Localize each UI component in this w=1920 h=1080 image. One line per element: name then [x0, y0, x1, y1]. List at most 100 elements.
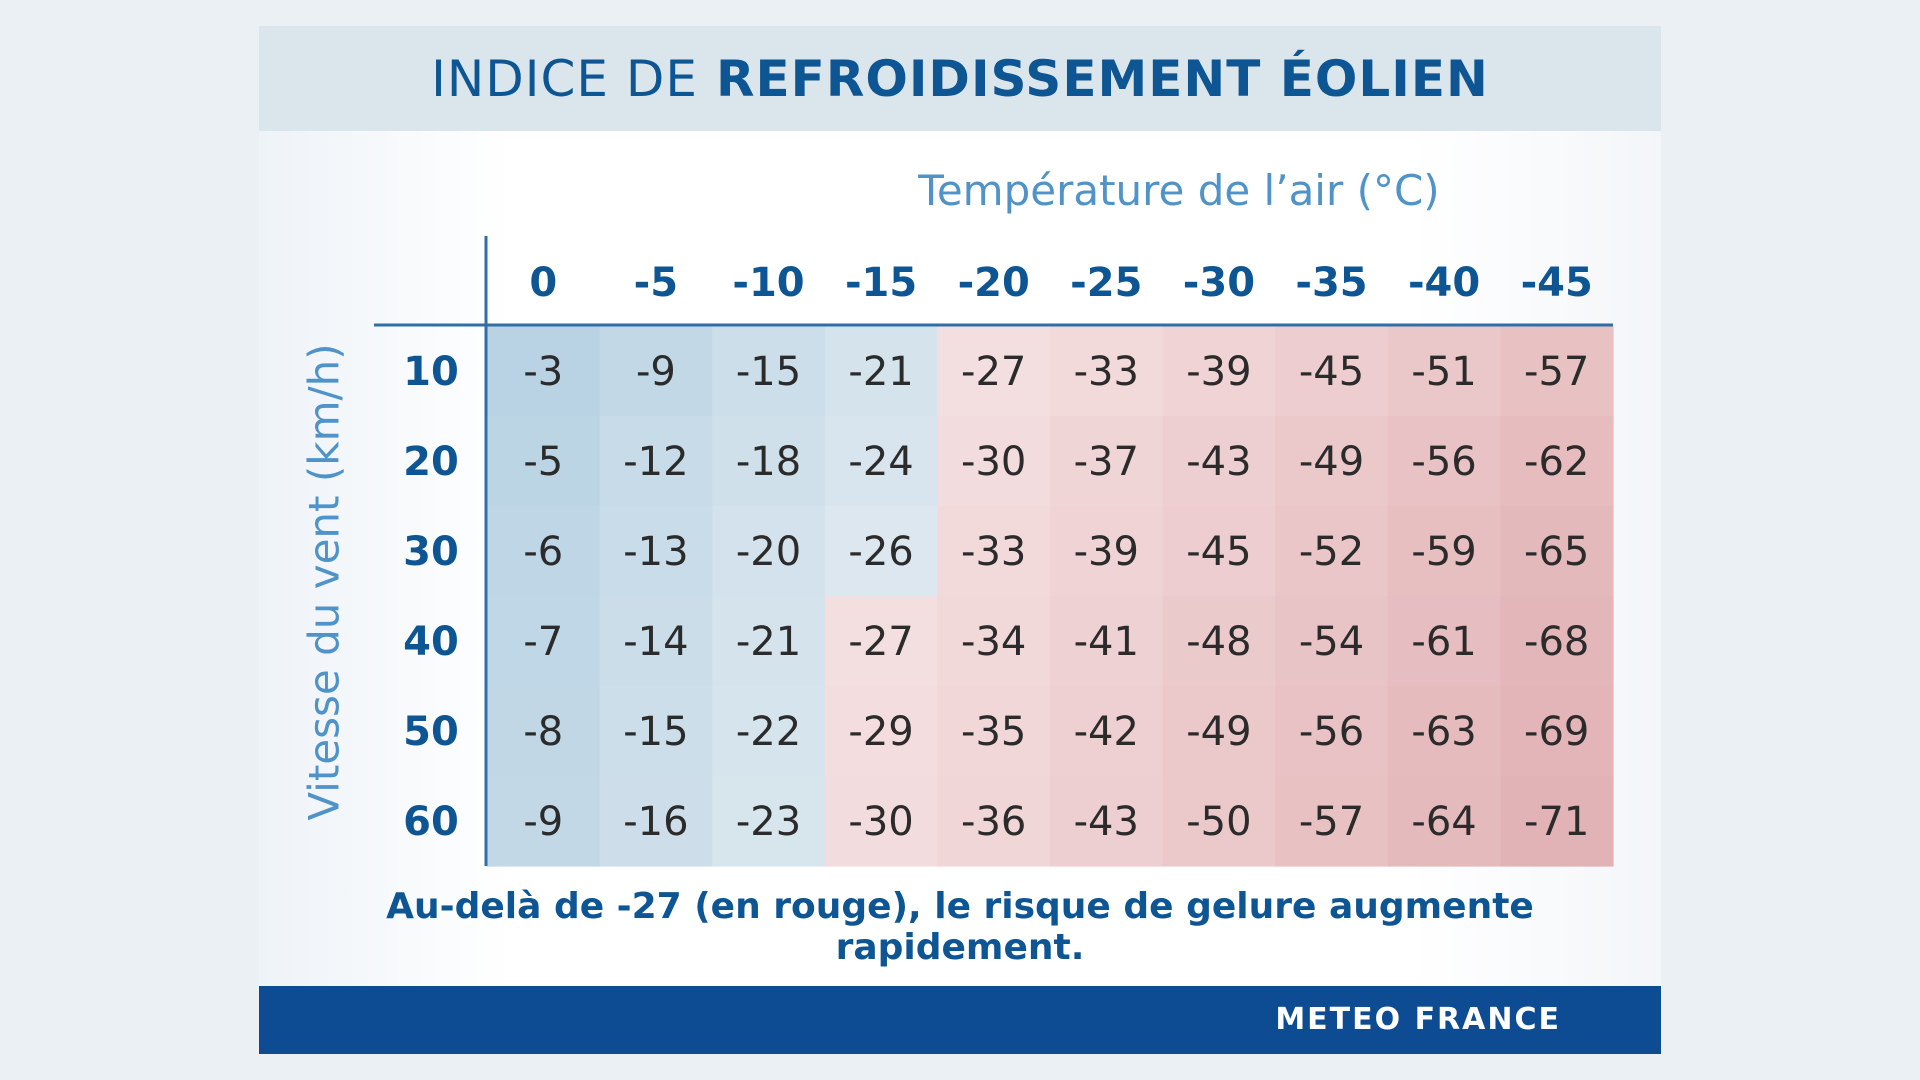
x-axis-title: Température de l’air (°C) [918, 166, 1440, 215]
cell-value-label: -51 [1411, 349, 1476, 395]
cell-value-label: -15 [736, 349, 801, 395]
cell-value-label: -34 [961, 619, 1026, 665]
heatmap-cell [599, 506, 713, 597]
cell-value-label: -9 [636, 349, 676, 395]
heatmap-cell [937, 776, 1051, 867]
x-tick-label: -35 [1295, 260, 1367, 306]
x-tick-label: -10 [732, 260, 804, 306]
x-tick-label: 0 [529, 260, 557, 306]
heatmap-cell [937, 326, 1051, 417]
heatmap-cell [487, 416, 601, 507]
cell-value-label: -52 [1299, 529, 1364, 575]
heatmap-cell [1275, 596, 1389, 687]
y-tick-label: 10 [403, 349, 459, 395]
cell-value-label: -56 [1411, 439, 1476, 485]
heatmap-cell [1050, 686, 1164, 777]
y-tick-label: 40 [403, 619, 459, 665]
heatmap-cell [599, 776, 713, 867]
cell-value-label: -42 [1074, 709, 1139, 755]
heatmap-cell [599, 416, 713, 507]
cell-value-label: -39 [1074, 529, 1139, 575]
heatmap-cell [1050, 326, 1164, 417]
cell-value-label: -30 [848, 799, 913, 845]
x-tick-label: -5 [634, 260, 678, 306]
cell-value-label: -29 [848, 709, 913, 755]
brand-logo: METEO FRANCE [1275, 1002, 1561, 1037]
heatmap-cell [1387, 776, 1501, 867]
heatmap-cell [712, 416, 826, 507]
cell-value-label: -6 [523, 529, 563, 575]
heatmap-cell [1275, 506, 1389, 597]
heatmap-cell [937, 686, 1051, 777]
cell-value-label: -27 [848, 619, 913, 665]
heatmap-cell [712, 776, 826, 867]
heatmap-cell [824, 416, 938, 507]
heatmap-cell [487, 776, 601, 867]
y-tick-label: 50 [403, 709, 459, 755]
heatmap-cell [1387, 686, 1501, 777]
cell-value-label: -15 [623, 709, 688, 755]
cell-value-label: -5 [523, 439, 563, 485]
cell-value-label: -45 [1186, 529, 1251, 575]
heatmap-cell [824, 776, 938, 867]
cell-value-label: -57 [1524, 349, 1589, 395]
cell-value-label: -21 [736, 619, 801, 665]
heatmap-cell [487, 506, 601, 597]
heatmap-cell [1162, 416, 1276, 507]
cell-value-label: -41 [1074, 619, 1139, 665]
heatmap-cell [1162, 506, 1276, 597]
x-tick-label: -45 [1521, 260, 1593, 306]
heatmap-cell [1162, 326, 1276, 417]
cell-value-label: -69 [1524, 709, 1589, 755]
cell-value-label: -54 [1299, 619, 1364, 665]
heatmap-cell [1275, 686, 1389, 777]
cell-value-label: -64 [1411, 799, 1476, 845]
cell-value-label: -50 [1186, 799, 1251, 845]
heatmap-cell [1387, 326, 1501, 417]
heatmap-cell [1387, 596, 1501, 687]
x-tick-label: -40 [1408, 260, 1480, 306]
cell-value-label: -24 [848, 439, 913, 485]
heatmap-cell [599, 326, 713, 417]
title-light: INDICE DE [431, 49, 699, 108]
heatmap-cell [1162, 776, 1276, 867]
cell-value-label: -7 [523, 619, 563, 665]
cell-value-label: -43 [1074, 799, 1139, 845]
heatmap-cell [599, 596, 713, 687]
cell-value-label: -49 [1299, 439, 1364, 485]
cell-value-label: -14 [623, 619, 688, 665]
heatmap-cell [824, 506, 938, 597]
cell-value-label: -16 [623, 799, 688, 845]
heatmap-cell [712, 326, 826, 417]
cell-value-label: -30 [961, 439, 1026, 485]
heatmap-cell [487, 596, 601, 687]
cell-value-label: -57 [1299, 799, 1364, 845]
cell-value-label: -12 [623, 439, 688, 485]
heatmap-cell [937, 506, 1051, 597]
heatmap-cell [712, 686, 826, 777]
footer-bar: METEO FRANCE [259, 986, 1661, 1054]
x-tick-label: -25 [1070, 260, 1142, 306]
cell-value-label: -36 [961, 799, 1026, 845]
cell-value-label: -61 [1411, 619, 1476, 665]
y-tick-label: 20 [403, 439, 459, 485]
cell-value-label: -3 [523, 349, 563, 395]
cell-value-label: -48 [1186, 619, 1251, 665]
cell-value-label: -71 [1524, 799, 1589, 845]
heatmap-cell [1500, 776, 1614, 867]
heatmap-cell [1387, 416, 1501, 507]
wind-chill-card: INDICE DE REFROIDISSEMENT ÉOLIEN Tempéra… [259, 26, 1661, 1054]
cell-value-label: -35 [961, 709, 1026, 755]
cell-value-label: -37 [1074, 439, 1139, 485]
heatmap-table: -3 -9 -15 -21 -27 -33 -39 -45 -51 -57 -5 -12 -18 -24 -… [374, 236, 1614, 867]
heatmap-cell [1275, 326, 1389, 417]
cell-value-label: -43 [1186, 439, 1251, 485]
cell-value-label: -8 [523, 709, 563, 755]
heatmap-cell [937, 416, 1051, 507]
cell-value-label: -45 [1299, 349, 1364, 395]
cell-value-label: -22 [736, 709, 801, 755]
cell-value-label: -63 [1411, 709, 1476, 755]
heatmap-cell [1050, 776, 1164, 867]
y-tick-label: 30 [403, 529, 459, 575]
cell-value-label: -9 [523, 799, 563, 845]
